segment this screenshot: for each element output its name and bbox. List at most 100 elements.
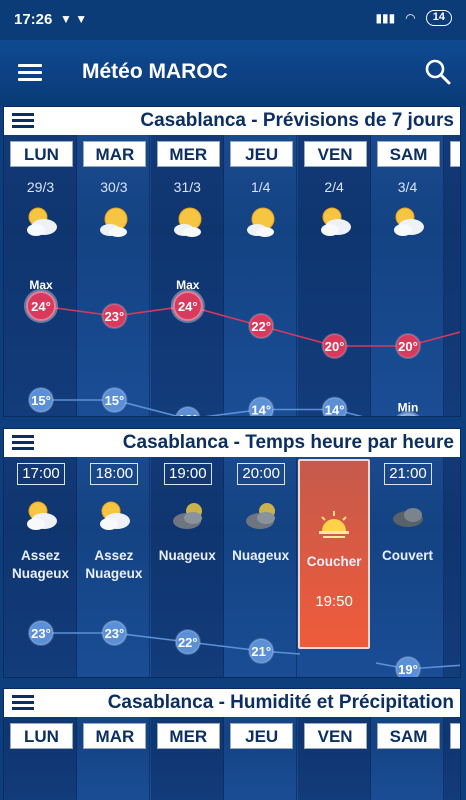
hour-label[interactable]: 17:00	[17, 463, 65, 485]
hour-column-partial	[444, 457, 460, 677]
humidity-day-column: MAR	[77, 717, 151, 800]
humidity-title: Casablanca - Humidité et Précipitation	[107, 692, 454, 713]
hour-temp-badge: 23°	[101, 620, 128, 646]
condition-label: Nuageux	[158, 548, 216, 563]
min-tag: Min	[398, 401, 419, 415]
menu-icon[interactable]	[18, 64, 42, 82]
status-time: 17:26	[14, 11, 53, 28]
humidity-columns: LUN MAR MER JEU VEN SAM	[4, 717, 460, 800]
svg-text:15°: 15°	[31, 393, 51, 408]
min-temp-badge: 15°	[28, 387, 54, 413]
day-label[interactable]: MAR	[83, 723, 147, 749]
day-label[interactable]: MAR	[83, 141, 147, 167]
hourly-header: Casablanca - Temps heure par heure	[4, 429, 460, 457]
date-label: 30/3	[100, 179, 128, 195]
humidity-day-column: VEN	[297, 717, 371, 800]
date-label: 29/3	[26, 179, 55, 195]
humidity-day-column: MER	[150, 717, 224, 800]
condition-label: Nuageux	[232, 548, 290, 563]
signal-icon: ▮▮▮	[375, 11, 396, 25]
day-label-partial[interactable]	[450, 141, 460, 167]
hour-column: 20:00 Nuageux	[224, 457, 298, 677]
svg-text:20°: 20°	[398, 339, 418, 354]
forecast-header: Casablanca - Prévisions de 7 jours	[4, 107, 460, 135]
day-label[interactable]: VEN	[303, 141, 367, 167]
max-temp-badge: 20°	[321, 333, 348, 359]
hour-label[interactable]: 19:00	[163, 463, 212, 485]
sunset-time: 19:50	[315, 593, 353, 610]
forecast-day-column: MER 31/3	[150, 135, 224, 416]
hour-temp-badge: 22°	[174, 629, 201, 655]
svg-text:21°: 21°	[251, 644, 271, 659]
day-label[interactable]: VEN	[303, 723, 367, 749]
dark-cloud-icon	[393, 508, 423, 527]
app-bar: Météo MAROC	[0, 40, 466, 106]
day-label[interactable]: LUN	[10, 141, 73, 167]
svg-text:23°: 23°	[105, 309, 125, 324]
humidity-card: Casablanca - Humidité et Précipitation L…	[3, 688, 461, 800]
day-label[interactable]: JEU	[230, 723, 294, 749]
day-label[interactable]: SAM	[377, 723, 440, 749]
max-temp-badge: 20°	[395, 333, 421, 359]
date-label: 31/3	[173, 179, 201, 195]
day-label[interactable]: SAM	[377, 141, 440, 167]
hourly-title: Casablanca - Temps heure par heure	[122, 432, 454, 453]
svg-text:20°: 20°	[325, 339, 345, 354]
humidity-header: Casablanca - Humidité et Précipitation	[4, 689, 460, 717]
max-tag: Max	[29, 278, 53, 292]
forecast-day-column: MAR 30/3	[77, 135, 151, 416]
wifi-icon: ◠	[405, 11, 416, 25]
date-label: 1/4	[250, 179, 271, 195]
condition-label: Couvert	[381, 548, 433, 563]
forecast-day-column: SAM 3/4	[371, 135, 444, 416]
humidity-day-column: JEU	[224, 717, 298, 800]
svg-text:14°: 14°	[251, 403, 271, 418]
cloudy-moon-icon	[246, 503, 276, 529]
forecast-title: Casablanca - Prévisions de 7 jours	[140, 110, 454, 131]
max-temp-badge: 24°	[24, 289, 58, 323]
max-tag: Max	[176, 278, 200, 292]
forecast-card: Casablanca - Prévisions de 7 jours LUN 29…	[3, 106, 461, 417]
hour-label[interactable]: 21:00	[384, 463, 432, 485]
forecast-day-column: VEN 2/4	[297, 135, 371, 416]
day-label[interactable]: LUN	[10, 723, 73, 749]
notification-icons: ▼ ▼	[60, 12, 88, 26]
humidity-menu-icon[interactable]	[12, 695, 34, 712]
max-temp-badge: 24°	[170, 289, 205, 323]
forecast-menu-icon[interactable]	[12, 113, 34, 130]
sunny-cloud-icon	[247, 207, 275, 237]
hour-temp-badge: 19°	[395, 656, 421, 677]
partly-cloudy-icon	[320, 207, 351, 236]
svg-text:23°: 23°	[31, 626, 51, 641]
day-label-partial[interactable]	[450, 723, 460, 749]
forecast-day-column: LUN 29/3	[4, 135, 77, 416]
sunset-column[interactable]: Coucher 19:50	[298, 459, 371, 649]
status-right: ▮▮▮ ◠ 14	[375, 10, 452, 26]
hour-column: 18:00 Assez Nuageux	[77, 457, 151, 677]
min-temp-badge: 14°	[248, 396, 275, 418]
humidity-day-column: LUN	[4, 717, 77, 800]
date-label: 3/4	[397, 179, 418, 195]
forecast-day-column: JEU 1/4	[224, 135, 298, 416]
sunny-cloud-icon	[100, 207, 128, 237]
partly-cloudy-icon	[394, 207, 424, 236]
day-label[interactable]: MER	[156, 141, 220, 167]
hour-label[interactable]: 20:00	[237, 463, 286, 485]
min-temp-badge: 13°	[175, 406, 201, 416]
search-icon[interactable]	[424, 58, 452, 86]
forecast-day-column-partial	[444, 135, 460, 416]
hourly-menu-icon[interactable]	[12, 435, 34, 452]
humidity-day-column: SAM	[371, 717, 444, 800]
max-temp-badge: 22°	[248, 313, 275, 339]
day-label[interactable]: JEU	[230, 141, 294, 167]
day-label[interactable]: MER	[156, 723, 220, 749]
hourly-columns: 17:00 Assez Nuageux 18:00 Assez Nuageux 19:00 N…	[4, 457, 460, 677]
svg-text:24°: 24°	[31, 299, 51, 314]
partly-cloudy-icon	[100, 501, 131, 530]
max-temp-badge: 23°	[101, 303, 128, 329]
hour-temp-badge: 21°	[248, 638, 275, 664]
min-temp-badge: 12°	[396, 411, 420, 416]
hour-column: 21:00 Couvert	[371, 457, 444, 677]
svg-text:22°: 22°	[178, 635, 198, 650]
hour-label[interactable]: 18:00	[90, 463, 139, 485]
